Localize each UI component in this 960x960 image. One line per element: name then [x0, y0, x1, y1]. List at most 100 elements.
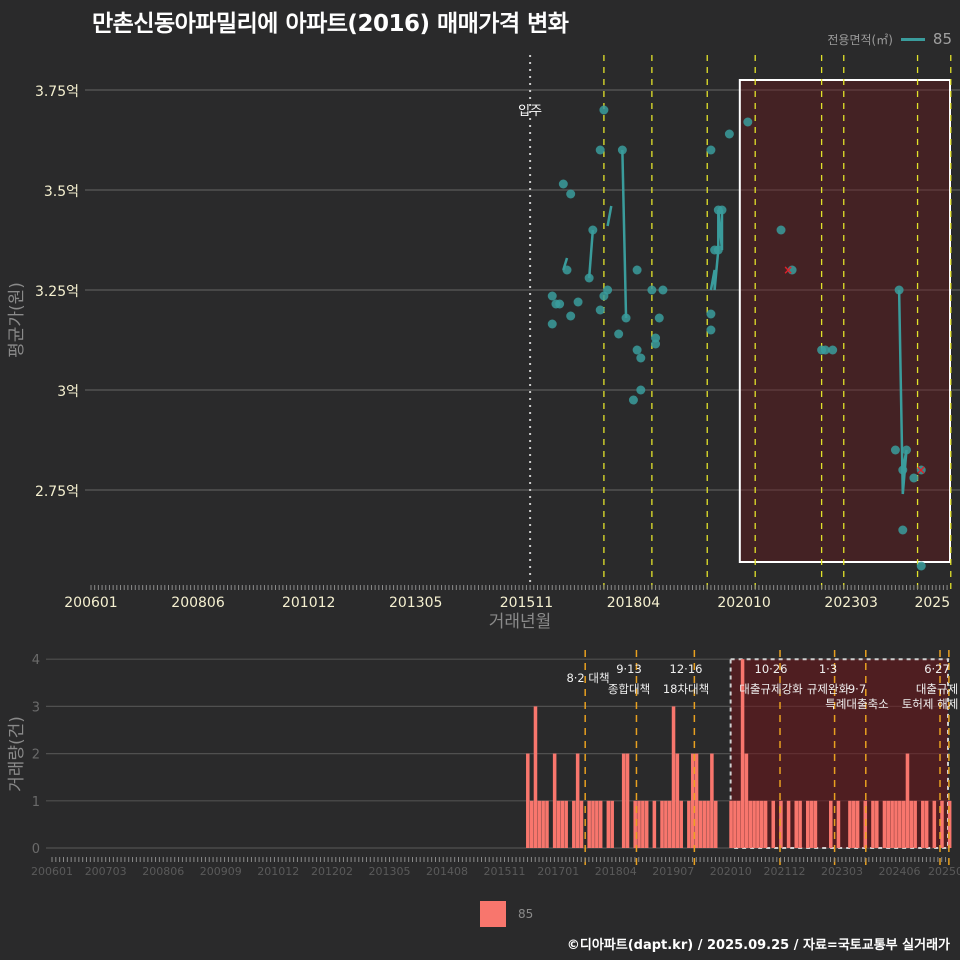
price-point — [566, 312, 575, 321]
price-point — [629, 396, 638, 405]
price-point — [647, 286, 656, 295]
x-tick-label: 201408 — [426, 865, 468, 878]
x-tick-label: 201305 — [389, 595, 442, 611]
volume-bar — [798, 801, 802, 848]
volume-bar — [626, 754, 630, 848]
price-point — [717, 206, 726, 215]
policy-label: 9·13 — [616, 662, 642, 676]
volume-bar — [576, 754, 580, 848]
policy-label: 대출규제강화 — [739, 682, 803, 696]
volume-bar — [534, 706, 538, 848]
cancelled-mark-icon: × — [783, 263, 793, 277]
x-axis-title: 거래년월 — [489, 612, 552, 632]
volume-bar — [752, 801, 756, 848]
price-point — [622, 314, 631, 323]
volume-bar — [607, 801, 611, 848]
y-axis-title: 평균가(원) — [7, 282, 27, 358]
x-tick-label: 201202 — [311, 865, 353, 878]
legend-item-85: 85 — [518, 907, 533, 921]
policy-label: 토허제 해제 — [902, 697, 959, 711]
volume-bar — [737, 801, 741, 848]
y-tick-label: 3.25억 — [35, 284, 79, 300]
price-point — [636, 354, 645, 363]
volume-bar — [714, 801, 718, 848]
price-point — [898, 526, 907, 535]
volume-bar — [871, 801, 875, 848]
price-point — [706, 326, 715, 335]
volume-bar — [925, 801, 929, 848]
price-point — [777, 226, 786, 235]
x-tick-label: 201907 — [652, 865, 694, 878]
x-tick-label: 201804 — [595, 865, 637, 878]
price-point — [828, 346, 837, 355]
volume-bar — [538, 801, 542, 848]
volume-bar — [910, 801, 914, 848]
price-point — [555, 300, 564, 309]
price-point — [548, 320, 557, 329]
price-line — [622, 150, 626, 318]
volume-bar — [887, 801, 891, 848]
price-point — [559, 180, 568, 189]
volume-bar — [553, 754, 557, 848]
volume-bar — [875, 801, 879, 848]
price-line — [608, 206, 612, 226]
volume-bar — [733, 801, 737, 848]
volume-legend: 85 — [480, 901, 533, 927]
y-tick-label: 2 — [32, 748, 40, 763]
volume-bar — [664, 801, 668, 848]
volume-bar — [856, 801, 860, 848]
policy-label: 특례대출축소 — [825, 697, 888, 711]
price-point — [636, 386, 645, 395]
volume-bar — [679, 801, 683, 848]
x-tick-label: 200703 — [85, 865, 127, 878]
volume-bar — [687, 801, 691, 848]
policy-label: 10·26 — [755, 662, 788, 676]
policy-label: 18차대책 — [663, 682, 709, 696]
volume-bar — [672, 706, 676, 848]
volume-bar — [906, 754, 910, 848]
highlight-box — [740, 80, 950, 562]
y-tick-label: 3.5억 — [44, 184, 79, 200]
volume-bar — [810, 801, 814, 848]
volume-bar — [837, 801, 841, 848]
volume-bar — [599, 801, 603, 848]
x-tick-label: 200601 — [31, 865, 73, 878]
volume-bar — [760, 801, 764, 848]
volume-bar — [902, 801, 906, 848]
price-point — [588, 226, 597, 235]
move-in-label: 입주 — [518, 104, 542, 119]
volume-bar — [852, 801, 856, 848]
price-point — [633, 266, 642, 275]
volume-bar — [921, 801, 925, 848]
price-point — [651, 340, 660, 349]
volume-bar — [894, 801, 898, 848]
price-point — [614, 330, 623, 339]
policy-label: 규제완화 — [807, 682, 850, 696]
volume-bar — [645, 801, 649, 848]
volume-bar — [641, 801, 645, 848]
x-tick-label: 202010 — [717, 595, 770, 611]
price-point — [548, 292, 557, 301]
cancelled-mark-icon: × — [916, 463, 926, 477]
price-point — [895, 286, 904, 295]
price-point — [725, 130, 734, 139]
x-tick-label: 201305 — [368, 865, 410, 878]
x-tick-label: 20250 — [928, 865, 960, 878]
volume-bar — [933, 801, 937, 848]
price-point — [743, 118, 752, 127]
volume-bar — [660, 801, 664, 848]
y-tick-label: 1 — [32, 795, 40, 810]
policy-label: 종합대책 — [608, 682, 650, 696]
volume-bar — [794, 801, 798, 848]
volume-bar — [526, 754, 530, 848]
volume-bar — [695, 754, 699, 848]
volume-bar — [561, 801, 565, 848]
volume-bar — [557, 801, 561, 848]
x-tick-label: 202303 — [821, 865, 863, 878]
policy-label: 8·2 대책 — [566, 671, 609, 685]
volume-bar — [580, 801, 584, 848]
price-point — [706, 310, 715, 319]
volume-bar — [541, 801, 545, 848]
policy-label: 대출규제 — [916, 682, 958, 696]
volume-bar — [764, 801, 768, 848]
